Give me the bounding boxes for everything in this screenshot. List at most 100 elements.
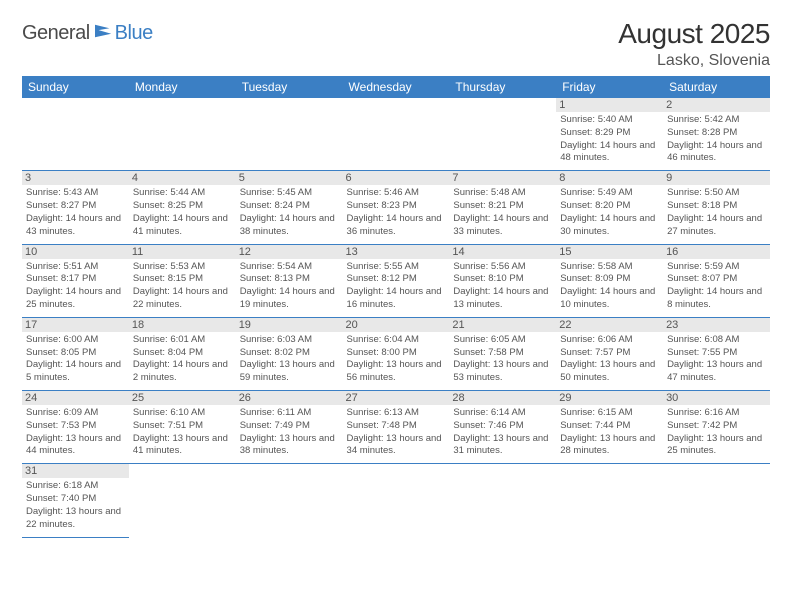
day-details: Sunrise: 6:08 AMSunset: 7:55 PMDaylight:… bbox=[667, 334, 766, 385]
calendar-cell: 18 Sunrise: 6:01 AMSunset: 8:04 PMDayligh… bbox=[129, 317, 236, 390]
calendar-cell: 23 Sunrise: 6:08 AMSunset: 7:55 PMDayligh… bbox=[663, 317, 770, 390]
weekday-header: Thursday bbox=[449, 76, 556, 98]
day-details: Sunrise: 6:03 AMSunset: 8:02 PMDaylight:… bbox=[240, 334, 339, 385]
calendar-cell: 12 Sunrise: 5:54 AMSunset: 8:13 PMDayligh… bbox=[236, 244, 343, 317]
calendar-cell bbox=[129, 464, 236, 537]
calendar-cell: 4 Sunrise: 5:44 AMSunset: 8:25 PMDaylight… bbox=[129, 171, 236, 244]
day-details: Sunrise: 6:18 AMSunset: 7:40 PMDaylight:… bbox=[26, 480, 125, 531]
calendar-body: 1 Sunrise: 5:40 AMSunset: 8:29 PMDaylight… bbox=[22, 98, 770, 537]
calendar-cell: 21Sunrise: 6:05 AMSunset: 7:58 PMDayligh… bbox=[449, 317, 556, 390]
day-details: Sunrise: 6:09 AMSunset: 7:53 PMDaylight:… bbox=[26, 407, 125, 458]
day-number: 10 bbox=[22, 245, 129, 259]
calendar-cell: 6 Sunrise: 5:46 AMSunset: 8:23 PMDaylight… bbox=[343, 171, 450, 244]
flag-icon bbox=[95, 24, 113, 38]
day-number: 8 bbox=[556, 171, 663, 185]
weekday-header: Saturday bbox=[663, 76, 770, 98]
day-details: Sunrise: 6:13 AMSunset: 7:48 PMDaylight:… bbox=[347, 407, 446, 458]
day-number: 16 bbox=[663, 245, 770, 259]
location-label: Lasko, Slovenia bbox=[618, 52, 770, 70]
day-number: 13 bbox=[343, 245, 450, 259]
calendar-cell: 15 Sunrise: 5:58 AMSunset: 8:09 PMDayligh… bbox=[556, 244, 663, 317]
calendar-cell: 17Sunrise: 6:00 AMSunset: 8:05 PMDayligh… bbox=[22, 317, 129, 390]
weekday-header: Tuesday bbox=[236, 76, 343, 98]
day-number: 24 bbox=[22, 391, 129, 405]
day-details: Sunrise: 5:40 AMSunset: 8:29 PMDaylight:… bbox=[560, 114, 659, 165]
calendar-cell: 14 Sunrise: 5:56 AMSunset: 8:10 PMDayligh… bbox=[449, 244, 556, 317]
day-details: Sunrise: 6:16 AMSunset: 7:42 PMDaylight:… bbox=[667, 407, 766, 458]
day-details: Sunrise: 6:10 AMSunset: 7:51 PMDaylight:… bbox=[133, 407, 232, 458]
day-number: 1 bbox=[556, 98, 663, 112]
day-details: Sunrise: 5:56 AMSunset: 8:10 PMDaylight:… bbox=[453, 261, 552, 312]
calendar-cell bbox=[22, 98, 129, 171]
day-number: 2 bbox=[663, 98, 770, 112]
calendar-cell: 8 Sunrise: 5:49 AMSunset: 8:20 PMDaylight… bbox=[556, 171, 663, 244]
calendar-cell bbox=[129, 98, 236, 171]
day-details: Sunrise: 6:15 AMSunset: 7:44 PMDaylight:… bbox=[560, 407, 659, 458]
day-details: Sunrise: 5:49 AMSunset: 8:20 PMDaylight:… bbox=[560, 187, 659, 238]
calendar-row: 17Sunrise: 6:00 AMSunset: 8:05 PMDayligh… bbox=[22, 317, 770, 390]
calendar-cell: 9 Sunrise: 5:50 AMSunset: 8:18 PMDaylight… bbox=[663, 171, 770, 244]
weekday-header: Sunday bbox=[22, 76, 129, 98]
calendar-cell: 3 Sunrise: 5:43 AMSunset: 8:27 PMDaylight… bbox=[22, 171, 129, 244]
day-details: Sunrise: 5:42 AMSunset: 8:28 PMDaylight:… bbox=[667, 114, 766, 165]
logo-text-general: General bbox=[22, 22, 90, 45]
day-details: Sunrise: 6:01 AMSunset: 8:04 PMDaylight:… bbox=[133, 334, 232, 385]
day-number: 15 bbox=[556, 245, 663, 259]
calendar-row: 3 Sunrise: 5:43 AMSunset: 8:27 PMDaylight… bbox=[22, 171, 770, 244]
calendar-cell bbox=[343, 464, 450, 537]
day-number: 4 bbox=[129, 171, 236, 185]
day-details: Sunrise: 5:44 AMSunset: 8:25 PMDaylight:… bbox=[133, 187, 232, 238]
day-number: 11 bbox=[129, 245, 236, 259]
calendar-cell: 26Sunrise: 6:11 AMSunset: 7:49 PMDayligh… bbox=[236, 391, 343, 464]
page-header: General Blue August 2025 Lasko, Slovenia bbox=[22, 18, 770, 70]
calendar-cell bbox=[449, 464, 556, 537]
day-number: 9 bbox=[663, 171, 770, 185]
calendar-cell bbox=[236, 464, 343, 537]
calendar-cell: 28Sunrise: 6:14 AMSunset: 7:46 PMDayligh… bbox=[449, 391, 556, 464]
day-number: 20 bbox=[343, 318, 450, 332]
weekday-header: Wednesday bbox=[343, 76, 450, 98]
day-details: Sunrise: 6:04 AMSunset: 8:00 PMDaylight:… bbox=[347, 334, 446, 385]
day-number: 21 bbox=[449, 318, 556, 332]
day-details: Sunrise: 6:14 AMSunset: 7:46 PMDaylight:… bbox=[453, 407, 552, 458]
weekday-header: Monday bbox=[129, 76, 236, 98]
calendar-cell: 5Sunrise: 5:45 AMSunset: 8:24 PMDaylight… bbox=[236, 171, 343, 244]
calendar-cell: 16Sunrise: 5:59 AMSunset: 8:07 PMDayligh… bbox=[663, 244, 770, 317]
calendar-row: 10Sunrise: 5:51 AMSunset: 8:17 PMDayligh… bbox=[22, 244, 770, 317]
day-number: 31 bbox=[22, 464, 129, 478]
day-number: 6 bbox=[343, 171, 450, 185]
calendar-table: Sunday Monday Tuesday Wednesday Thursday… bbox=[22, 76, 770, 538]
day-number: 19 bbox=[236, 318, 343, 332]
calendar-cell bbox=[236, 98, 343, 171]
month-title: August 2025 bbox=[618, 18, 770, 50]
title-block: August 2025 Lasko, Slovenia bbox=[618, 18, 770, 70]
day-details: Sunrise: 6:11 AMSunset: 7:49 PMDaylight:… bbox=[240, 407, 339, 458]
day-details: Sunrise: 5:43 AMSunset: 8:27 PMDaylight:… bbox=[26, 187, 125, 238]
calendar-cell: 1 Sunrise: 5:40 AMSunset: 8:29 PMDaylight… bbox=[556, 98, 663, 171]
day-details: Sunrise: 5:54 AMSunset: 8:13 PMDaylight:… bbox=[240, 261, 339, 312]
day-details: Sunrise: 5:55 AMSunset: 8:12 PMDaylight:… bbox=[347, 261, 446, 312]
calendar-cell: 25 Sunrise: 6:10 AMSunset: 7:51 PMDayligh… bbox=[129, 391, 236, 464]
logo-text-blue: Blue bbox=[115, 22, 153, 45]
day-number: 22 bbox=[556, 318, 663, 332]
calendar-row: 24 Sunrise: 6:09 AMSunset: 7:53 PMDayligh… bbox=[22, 391, 770, 464]
calendar-cell: 31 Sunrise: 6:18 AMSunset: 7:40 PMDayligh… bbox=[22, 464, 129, 537]
day-number: 3 bbox=[22, 171, 129, 185]
calendar-cell: 24 Sunrise: 6:09 AMSunset: 7:53 PMDayligh… bbox=[22, 391, 129, 464]
calendar-cell: 13 Sunrise: 5:55 AMSunset: 8:12 PMDayligh… bbox=[343, 244, 450, 317]
calendar-cell bbox=[343, 98, 450, 171]
day-details: Sunrise: 5:50 AMSunset: 8:18 PMDaylight:… bbox=[667, 187, 766, 238]
day-number: 18 bbox=[129, 318, 236, 332]
calendar-cell bbox=[556, 464, 663, 537]
day-details: Sunrise: 5:46 AMSunset: 8:23 PMDaylight:… bbox=[347, 187, 446, 238]
day-number: 25 bbox=[129, 391, 236, 405]
day-number: 23 bbox=[663, 318, 770, 332]
calendar-cell: 11Sunrise: 5:53 AMSunset: 8:15 PMDayligh… bbox=[129, 244, 236, 317]
calendar-cell: 22Sunrise: 6:06 AMSunset: 7:57 PMDayligh… bbox=[556, 317, 663, 390]
calendar-row: 1 Sunrise: 5:40 AMSunset: 8:29 PMDaylight… bbox=[22, 98, 770, 171]
day-number: 5 bbox=[236, 171, 343, 185]
day-number: 14 bbox=[449, 245, 556, 259]
day-details: Sunrise: 5:58 AMSunset: 8:09 PMDaylight:… bbox=[560, 261, 659, 312]
day-number: 12 bbox=[236, 245, 343, 259]
day-number: 7 bbox=[449, 171, 556, 185]
